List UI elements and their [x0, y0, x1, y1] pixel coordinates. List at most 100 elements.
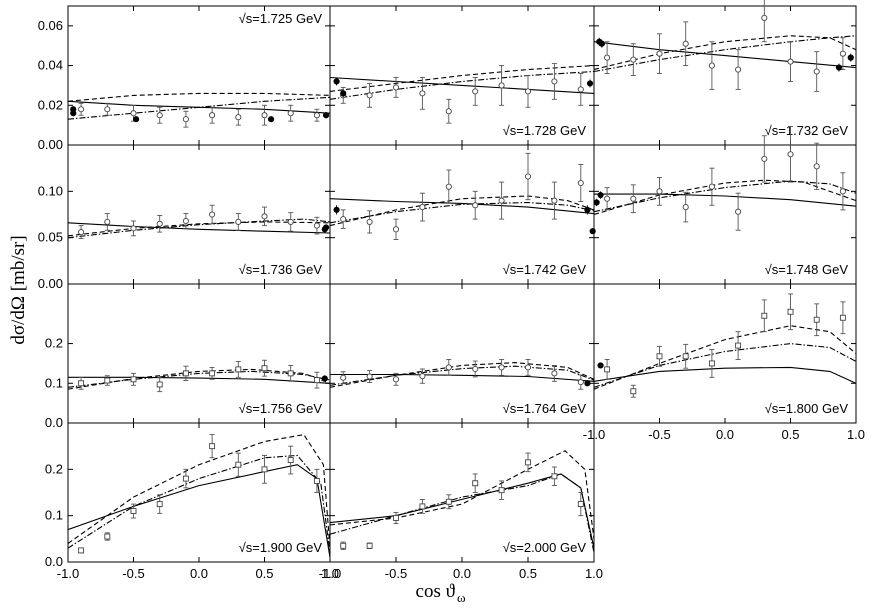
data-point-filled: [593, 199, 600, 206]
data-point-open-circle: [551, 197, 558, 204]
data-point-filled: [584, 380, 591, 387]
data-point-open-circle: [182, 116, 189, 123]
theory-curve-dashed: [330, 65, 594, 92]
y-tick-label: 0.00: [38, 137, 63, 152]
x-tick-label: 1.0: [585, 566, 603, 581]
data-point-open-circle: [761, 14, 768, 21]
data-point-open-square: [498, 487, 505, 494]
theory-curve-solid: [68, 222, 330, 234]
panel-label: √s=1.732 GeV: [765, 123, 849, 138]
x-axis-label: cos ϑ: [416, 581, 456, 602]
data-point-open-circle: [313, 222, 320, 229]
data-point-open-square: [577, 501, 584, 508]
theory-curve-solid: [330, 198, 594, 215]
data-point-open-circle: [392, 226, 400, 233]
data-point-open-circle: [182, 217, 189, 225]
data-point-open-circle: [156, 220, 163, 227]
panel-label: √s=1.728 GeV: [503, 123, 587, 138]
panel-9: 0.0 0.1 0.2 -1.0 -0.5 0.0 0.5 1.0 √s=1.900 GeV: [45, 422, 339, 581]
data-point-open-circle: [366, 92, 373, 99]
data-point-filled: [589, 228, 596, 235]
data-point-open-circle: [130, 110, 137, 117]
theory-curve-dashdot: [68, 370, 330, 388]
data-point-open-square: [735, 342, 742, 349]
panel-4: √s=1.742 GeV: [329, 144, 596, 285]
theory-curve-dashed: [68, 221, 330, 237]
data-point-open-circle: [235, 114, 242, 121]
data-point-open-square: [656, 353, 663, 360]
data-point-open-square: [787, 308, 794, 315]
panel-label: √s=1.764 GeV: [503, 401, 587, 416]
y-tick-label: 0.02: [38, 97, 63, 112]
data-point-open-circle: [419, 90, 426, 97]
data-point-open-circle: [524, 364, 532, 371]
data-point-open-square: [551, 473, 558, 480]
panel-frame: [67, 5, 331, 146]
data-point-open-square: [313, 477, 320, 484]
theory-curve-dashdot: [330, 473, 594, 553]
data-point-open-square: [261, 365, 268, 372]
panel-7: √s=1.764 GeV: [329, 283, 595, 424]
data-point-open-square: [472, 480, 479, 487]
data-point-open-square: [525, 459, 531, 466]
theory-curve-solid: [594, 366, 856, 384]
theory-curve-dashed: [68, 368, 330, 390]
data-point-open-circle: [445, 364, 452, 371]
panel-5: √s=1.748 GeV: [593, 126, 857, 285]
theory-curve-dashdot: [330, 70, 594, 100]
y-tick-label: 0.0: [45, 415, 63, 430]
data-point-open-square: [287, 457, 294, 464]
data-point-filled: [586, 80, 594, 87]
data-point-open-circle: [340, 216, 347, 223]
data-point-open-square: [313, 377, 320, 384]
data-point-open-circle: [472, 88, 479, 95]
y-tick-label: 0.1: [45, 375, 63, 390]
data-point-open-circle: [787, 58, 794, 65]
data-point-open-circle: [78, 106, 85, 113]
data-point-filled: [321, 226, 328, 233]
y-tick-label: 0.00: [38, 276, 63, 291]
data-point-open-circle: [551, 370, 558, 377]
data-point-open-circle: [656, 188, 663, 195]
data-point-open-circle: [130, 225, 137, 232]
data-point-open-circle: [656, 50, 663, 57]
data-point-open-circle: [787, 151, 794, 158]
x-tick-label: 0.0: [453, 566, 471, 581]
data-point-open-circle: [577, 86, 584, 93]
data-point-filled: [70, 110, 77, 117]
data-point-open-circle: [524, 173, 532, 180]
theory-curve-solid: [330, 373, 594, 382]
data-point-open-circle: [235, 218, 242, 225]
data-point-open-circle: [604, 54, 611, 61]
panel-2: √s=1.732 GeV: [593, 0, 857, 146]
theory-curve-dashed: [330, 195, 594, 227]
data-point-open-circle: [261, 213, 268, 220]
panel-10: -1.0 -0.5 0.0 0.5 1.0 √s=2.000 GeV: [319, 422, 603, 581]
data-point-open-square: [235, 366, 242, 373]
data-point-open-circle: [524, 88, 532, 95]
data-point-filled: [322, 112, 330, 119]
data-point-open-circle: [630, 195, 637, 202]
theory-curve-solid: [594, 41, 856, 69]
data-point-open-circle: [156, 112, 163, 119]
data-point-filled: [133, 116, 140, 123]
data-point-open-circle: [472, 202, 479, 209]
x-tick-label: 1.0: [847, 427, 865, 442]
data-point-open-circle: [498, 82, 505, 89]
panel-label: √s=1.725 GeV: [239, 11, 323, 26]
data-point-open-square: [235, 461, 242, 468]
panel-label: √s=1.756 GeV: [239, 401, 323, 416]
y-tick-label: 0.2: [45, 336, 63, 351]
panel-1: √s=1.728 GeV: [329, 5, 595, 146]
x-axis-label-subscript: ω: [457, 590, 466, 605]
data-point-open-circle: [813, 68, 820, 75]
y-tick-label: 0.04: [38, 58, 63, 73]
data-point-open-circle: [209, 112, 216, 119]
theory-curve-dashed: [594, 179, 856, 216]
data-point-open-circle: [577, 379, 584, 386]
panel-label: √s=1.736 GeV: [239, 262, 323, 277]
panel-label: √s=1.800 GeV: [765, 401, 849, 416]
data-point-open-circle: [287, 218, 294, 225]
panel-0: 0.00 0.02 0.04 0.06 √s=1.725 GeV: [38, 5, 331, 152]
